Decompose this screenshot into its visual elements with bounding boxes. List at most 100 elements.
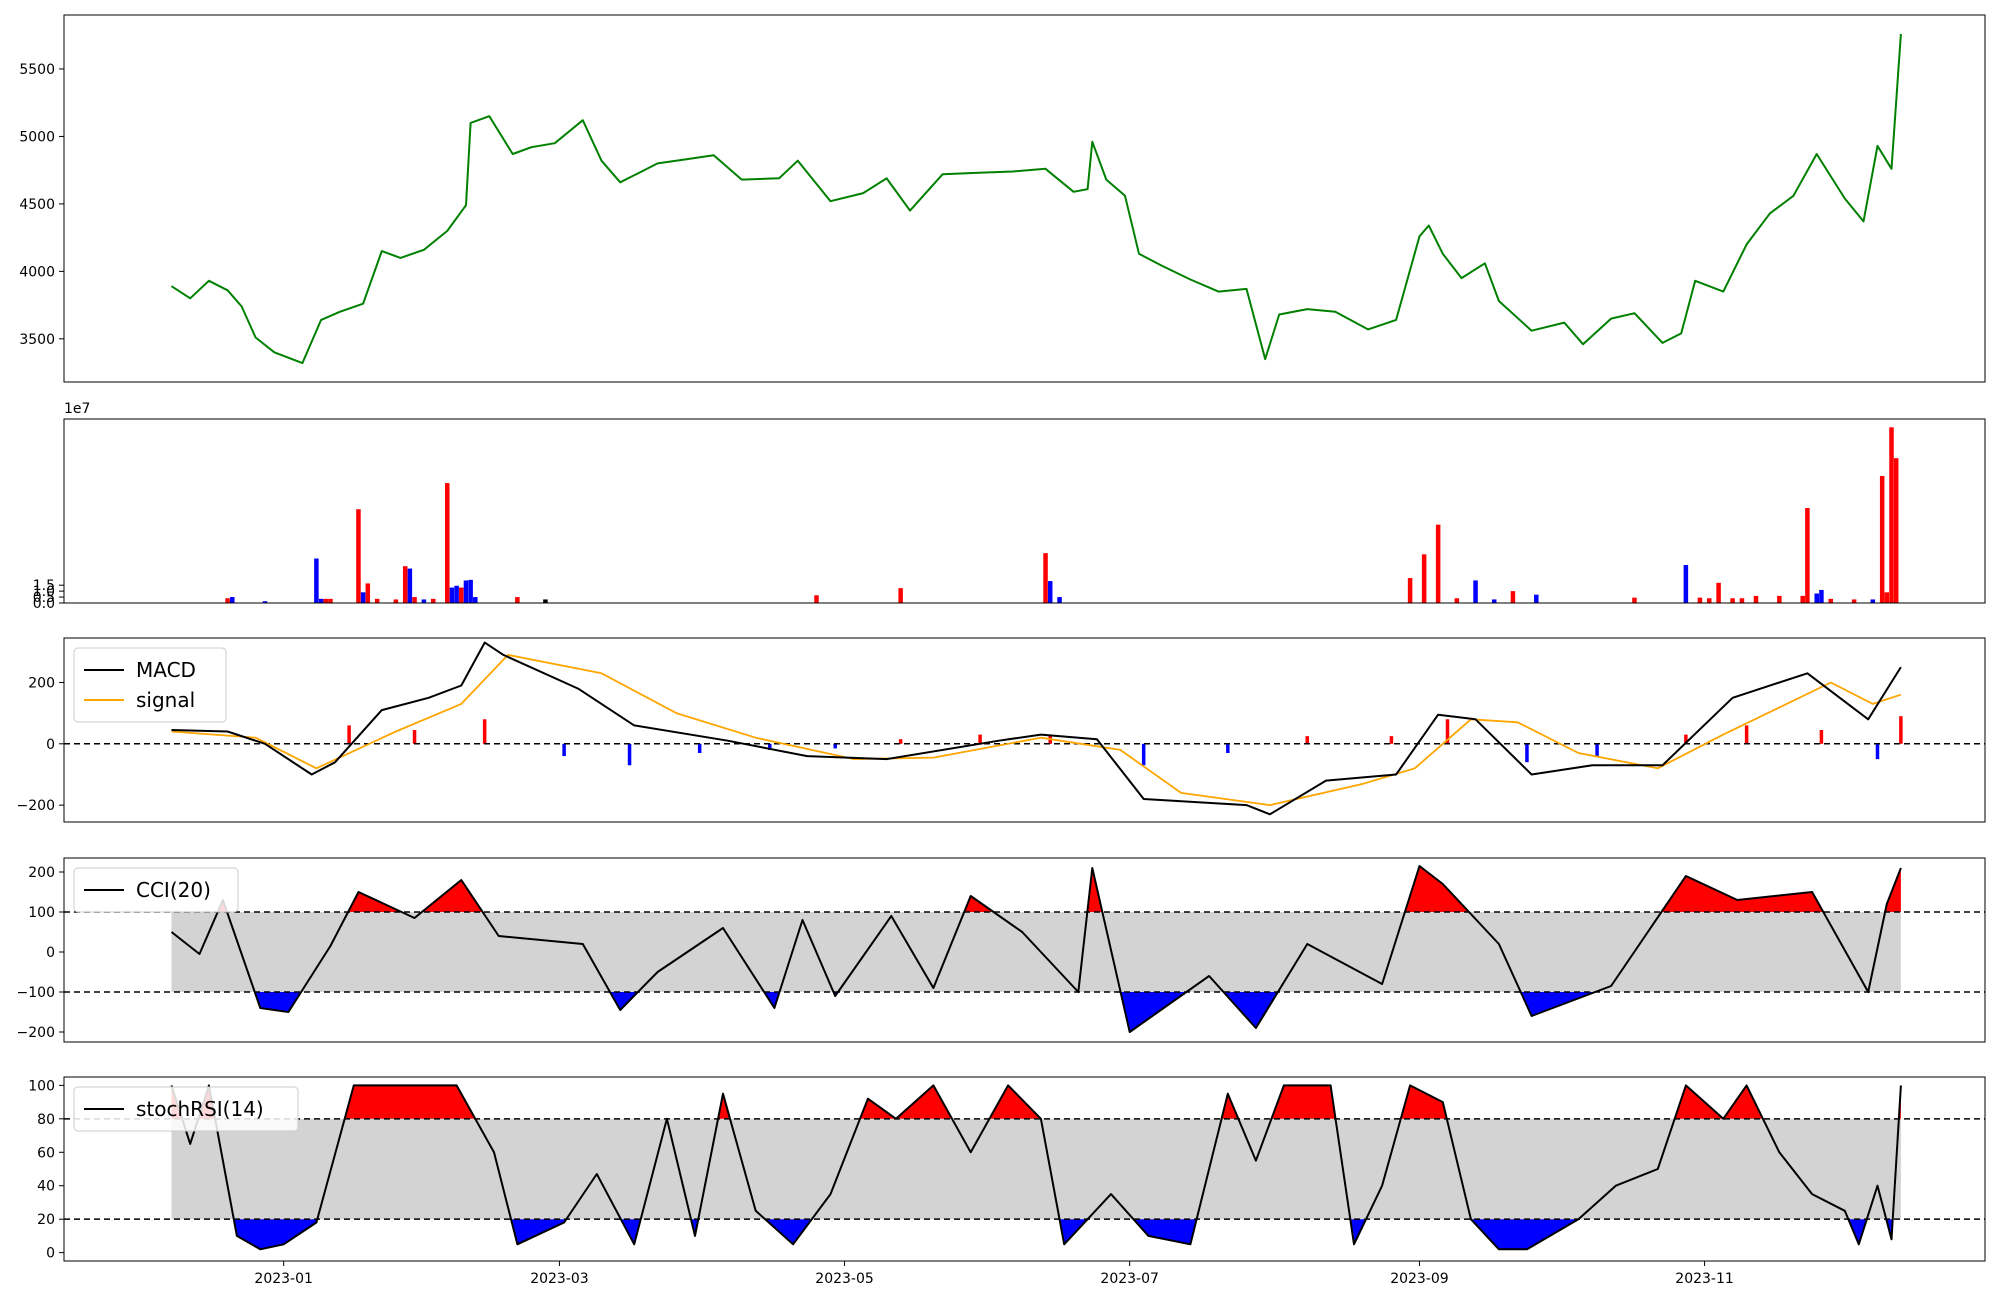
volume-bar <box>1753 595 1759 603</box>
volume-bar <box>1047 581 1053 603</box>
macd-histogram-bar <box>1819 730 1824 744</box>
volume-bar <box>459 587 464 603</box>
volume-bar <box>1534 594 1539 603</box>
volume-bar <box>1805 508 1810 603</box>
volume-bar <box>1057 597 1062 603</box>
x-tick-label: 2023-11 <box>1675 1271 1734 1287</box>
macd-histogram-bar <box>1445 719 1450 744</box>
x-tick-label: 2023-03 <box>530 1271 589 1287</box>
volume-bar <box>463 580 469 603</box>
macd-histogram-bar <box>347 725 351 744</box>
macd-histogram-bar <box>1226 743 1230 753</box>
oversold-fill <box>171 1219 1901 1250</box>
volume-bar <box>1510 591 1516 603</box>
volume-bar <box>318 598 324 603</box>
volume-bar <box>1870 599 1876 603</box>
y-tick-label: 0.5 <box>33 590 55 606</box>
y-tick-label: 0.0 <box>33 596 55 612</box>
macd-histogram-bar <box>833 743 837 749</box>
volume-bar <box>430 598 436 603</box>
y-tick-label: 200 <box>28 675 55 691</box>
axes-frame <box>63 418 1986 604</box>
volume-bar <box>1800 595 1805 603</box>
volume-bar <box>445 483 450 603</box>
volume-bar <box>262 601 268 603</box>
y-tick-label: 100 <box>28 905 55 921</box>
volume-bar <box>898 588 903 603</box>
volume-bar <box>814 595 819 603</box>
y-tick-label: 4000 <box>19 264 55 280</box>
volume-bar <box>515 597 520 603</box>
axes-frame <box>63 637 1986 823</box>
macd-histogram-bar <box>1389 736 1394 744</box>
y-tick-label: 5000 <box>19 129 55 145</box>
volume-bar <box>1819 589 1824 603</box>
y-tick-label: −100 <box>17 985 55 1001</box>
volume-bar <box>1828 598 1834 603</box>
macd-histogram-bar <box>412 730 417 744</box>
volume-bar <box>1706 598 1712 603</box>
volume-bar <box>1697 597 1703 603</box>
legend-label: CCI(20) <box>136 878 211 902</box>
volume-bar <box>449 587 455 603</box>
y-tick-label: 20 <box>37 1212 55 1228</box>
macd-histogram-bar <box>1744 725 1749 744</box>
panels-group: 350040004500500055000.00.51.01.51e7−2000… <box>17 14 1986 1287</box>
axes-frame <box>63 14 1986 383</box>
y-tick-label: 0 <box>46 1246 55 1262</box>
y-tick-label: 100 <box>28 1078 55 1094</box>
y-tick-label: 60 <box>37 1145 55 1161</box>
volume-bar <box>356 509 361 603</box>
macd-histogram-bar <box>697 743 702 753</box>
volume-bar <box>1491 599 1497 603</box>
panel-price: 3500 4000 4500 5000 5500 <box>19 14 1986 383</box>
y-tick-label: 3500 <box>19 332 55 348</box>
volume-bar <box>1407 578 1413 603</box>
price-line <box>170 33 1902 365</box>
volume-bar <box>1884 592 1890 603</box>
volume-bar <box>421 599 427 603</box>
legend-label: signal <box>136 688 195 712</box>
macd-histogram-bar <box>562 743 566 757</box>
y-tick-label: −200 <box>17 1025 55 1041</box>
volume-bar <box>1893 458 1899 603</box>
panel-cci: −200 −100 0 100 200 CCI(20) <box>17 857 1986 1043</box>
neutral-band-fill <box>171 1118 1901 1220</box>
y-tick-label: 0 <box>46 737 55 753</box>
volume-bar <box>323 598 328 603</box>
y-tick-label: 1.0 <box>33 584 55 600</box>
volume-bar <box>374 598 380 603</box>
stochrsi-line <box>170 1084 1902 1251</box>
volume-bar <box>1851 599 1857 603</box>
macd-histogram-bar <box>482 719 487 744</box>
x-tick-label: 2023-07 <box>1100 1271 1159 1287</box>
panel-macd: −200 0 200 MACD signal <box>17 637 1986 823</box>
macd-histogram-bar <box>1141 743 1146 766</box>
macd-histogram-bar <box>1305 736 1310 744</box>
volume-bar <box>1777 595 1782 603</box>
macd-line <box>171 641 1902 816</box>
volume-bar <box>328 598 333 603</box>
panel-stochrsi: 0 20 40 60 80 100 stochRSI(14) 2023-01 2023-03 20… <box>28 1076 1986 1287</box>
volume-bar <box>225 598 230 603</box>
y-tick-label: 1.5 <box>33 578 55 594</box>
volume-bar <box>407 568 413 603</box>
legend-label: stochRSI(14) <box>136 1097 264 1121</box>
volume-bar <box>365 583 371 603</box>
volume-bar <box>1730 598 1735 603</box>
x-tick-label: 2023-05 <box>815 1271 874 1287</box>
volume-bar <box>1889 427 1894 603</box>
volume-bar <box>230 597 235 603</box>
signal-line <box>171 654 1902 806</box>
macd-histogram-bar <box>978 734 982 744</box>
overbought-fill <box>171 1085 1901 1119</box>
axes-frame <box>63 1076 1986 1262</box>
legend-label: MACD <box>136 658 196 682</box>
neutral-band-fill <box>171 912 1901 992</box>
y-tick-label: 5500 <box>19 62 55 78</box>
x-tick-label: 2023-09 <box>1390 1271 1449 1287</box>
volume-bar <box>412 597 417 603</box>
volume-bar <box>1421 554 1427 603</box>
